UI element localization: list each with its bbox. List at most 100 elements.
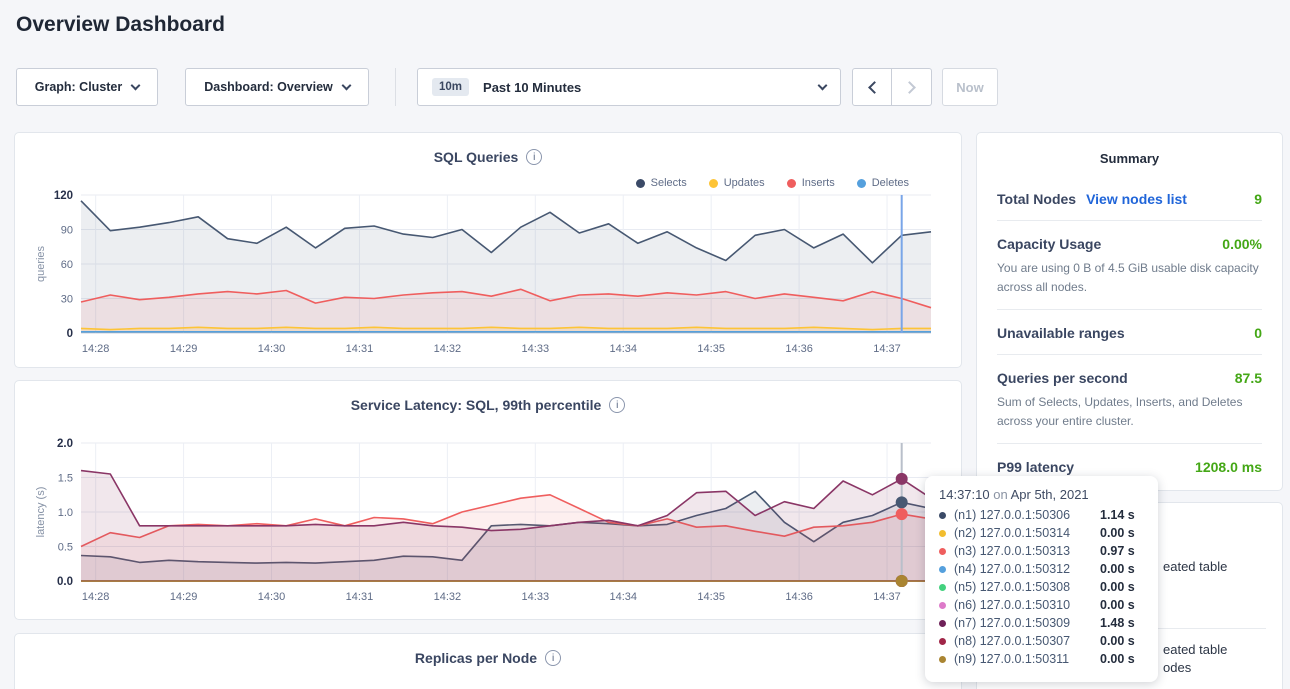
- summary-panel: Summary Total Nodes View nodes list 9 Capac…: [976, 132, 1283, 491]
- time-range-label: Past 10 Minutes: [483, 79, 582, 95]
- node-dot-icon: [939, 637, 946, 645]
- time-range-badge: 10m: [432, 78, 470, 96]
- y-axis-label: queries: [35, 245, 47, 282]
- summary-value: 0.00%: [1222, 236, 1262, 252]
- info-icon[interactable]: i: [609, 397, 626, 413]
- now-button[interactable]: Now: [942, 68, 998, 106]
- chevron-left-icon: [867, 80, 881, 94]
- dashboard-dropdown[interactable]: Dashboard: Overview: [185, 68, 369, 106]
- sql-queries-title-text: SQL Queries: [433, 149, 519, 165]
- x-tick-label: 14:37: [873, 591, 901, 603]
- series-line-updates: [80, 326, 931, 331]
- info-icon[interactable]: i: [526, 149, 543, 165]
- tooltip-node-value: 0.00 s: [1100, 634, 1135, 648]
- legend-label: Updates: [723, 177, 765, 189]
- summary-row-capacity-usage: Capacity Usage 0.00% You are using 0 B of …: [997, 220, 1262, 309]
- legend-dot-icon: [786, 178, 796, 188]
- legend-item-updates: Updates: [708, 177, 765, 189]
- x-tick-label: 14:31: [346, 343, 374, 355]
- tooltip-node-row: (n3) 127.0.0.1:50313 0.97 s: [939, 542, 1144, 560]
- x-tick-label: 14:33: [522, 343, 550, 355]
- time-prev-button[interactable]: [852, 68, 892, 106]
- x-tick-label: 14:35: [697, 591, 725, 603]
- chevron-down-icon: [341, 80, 352, 91]
- x-tick-label: 14:33: [522, 591, 550, 603]
- sql-queries-title: SQL Queries i: [15, 149, 961, 165]
- series-area-inserts: [81, 289, 931, 333]
- series-line-selects: [80, 200, 932, 264]
- tooltip-node-label: (n1) 127.0.0.1:50306: [954, 508, 1071, 522]
- tooltip-node-value: 0.00 s: [1100, 526, 1135, 540]
- crosshair-dot-n1: [895, 496, 908, 509]
- tooltip-node-value: 0.00 s: [1100, 562, 1135, 576]
- series-area-n7: [81, 470, 931, 581]
- legend-item-inserts: Inserts: [786, 177, 835, 189]
- tooltip-node-row: (n9) 127.0.0.1:50311 0.00 s: [939, 650, 1144, 668]
- x-tick-label: 14:37: [873, 343, 901, 355]
- tooltip-node-label: (n7) 127.0.0.1:50309: [954, 616, 1071, 630]
- tooltip-node-value: 1.48 s: [1100, 616, 1135, 630]
- node-dot-icon: [939, 619, 946, 627]
- chevron-right-icon: [903, 80, 916, 94]
- service-latency-title: Service Latency: SQL, 99th percentile i: [15, 397, 961, 413]
- time-nav-group: [852, 68, 932, 106]
- summary-label: Unavailable ranges: [997, 325, 1125, 342]
- legend-item-selects: Selects: [635, 177, 687, 189]
- tooltip-connector: on: [993, 487, 1008, 502]
- graph-dropdown-label: Graph: Cluster: [34, 80, 123, 94]
- chevron-down-icon: [130, 80, 141, 91]
- summary-value: 9: [1254, 191, 1262, 207]
- y-tick-label: 120: [54, 190, 73, 202]
- legend-label: Inserts: [801, 177, 835, 189]
- tooltip-time: 14:37:10: [939, 487, 990, 502]
- node-dot-icon: [939, 583, 946, 591]
- summary-label: Queries per second: [997, 370, 1128, 387]
- summary-rows: Total Nodes View nodes list 9 Capacity Usag…: [997, 176, 1262, 488]
- x-tick-label: 14:34: [609, 343, 637, 355]
- event-text-fragment: eated table: [1163, 642, 1228, 657]
- y-tick-label: 1.0: [58, 507, 73, 519]
- chevron-down-icon: [817, 80, 828, 91]
- replicas-per-node-title-text: Replicas per Node: [414, 650, 538, 666]
- tooltip-rows: (n1) 127.0.0.1:50306 1.14 s (n2) 127.0.0.1…: [939, 506, 1144, 668]
- chart-hover-tooltip: 14:37:10 on Apr 5th, 2021 (n1) 127.0.0.1…: [925, 476, 1158, 682]
- tooltip-node-row: (n5) 127.0.0.1:50308 0.00 s: [939, 578, 1144, 596]
- series-line-n7: [80, 469, 932, 532]
- x-tick-label: 14:35: [697, 343, 725, 355]
- y-tick-label: 2.0: [57, 438, 73, 450]
- summary-label: Capacity Usage: [997, 236, 1102, 252]
- time-range-selector[interactable]: 10m Past 10 Minutes: [417, 68, 841, 106]
- time-next-button[interactable]: [892, 68, 932, 106]
- y-axis-label: latency (s): [35, 487, 47, 538]
- tooltip-node-value: 0.97 s: [1100, 544, 1135, 558]
- graph-dropdown[interactable]: Graph: Cluster: [16, 68, 158, 106]
- tooltip-node-row: (n7) 127.0.0.1:50309 1.48 s: [939, 614, 1144, 632]
- view-nodes-list-link[interactable]: View nodes list: [1086, 191, 1187, 207]
- series-line-n1: [80, 490, 932, 564]
- sql-queries-card: SQL Queries i Selects Updates Inserts Delet…: [14, 132, 962, 368]
- summary-row-total-nodes: Total Nodes View nodes list 9: [997, 176, 1262, 220]
- sql-queries-chart[interactable]: 0 30 60 90 120 14:28 14:29 14:30 14:31 14:32 14:33…: [31, 189, 947, 359]
- tooltip-node-value: 0.00 s: [1100, 580, 1135, 594]
- summary-row-queries-per-second: Queries per second 87.5 Sum of Selects, Up…: [997, 354, 1262, 443]
- legend-dot-icon: [635, 178, 645, 188]
- node-dot-icon: [939, 511, 946, 519]
- legend-dot-icon: [856, 178, 866, 188]
- replicas-per-node-title: Replicas per Node i: [15, 650, 961, 666]
- event-text-fragment: eated table: [1163, 559, 1228, 574]
- summary-description: You are using 0 B of 4.5 GiB usable disk…: [997, 261, 1259, 294]
- info-icon[interactable]: i: [545, 650, 562, 666]
- tooltip-node-row: (n6) 127.0.0.1:50310 0.00 s: [939, 596, 1144, 614]
- service-latency-chart[interactable]: 0.0 0.5 1.0 1.5 2.0 14:28 14:29 14:30 14:31 14:32…: [31, 437, 947, 607]
- replicas-per-node-card: Replicas per Node i: [14, 633, 962, 689]
- summary-label: Total Nodes: [997, 191, 1077, 207]
- series-area-n1: [81, 491, 931, 581]
- node-dot-icon: [939, 547, 946, 555]
- legend-dot-icon: [708, 178, 718, 188]
- x-tick-label: 14:36: [785, 343, 813, 355]
- event-text-fragment: odes: [1163, 660, 1192, 675]
- x-tick-label: 14:30: [258, 343, 286, 355]
- summary-row-unavailable-ranges: Unavailable ranges 0: [997, 309, 1262, 354]
- page-title: Overview Dashboard: [16, 13, 225, 36]
